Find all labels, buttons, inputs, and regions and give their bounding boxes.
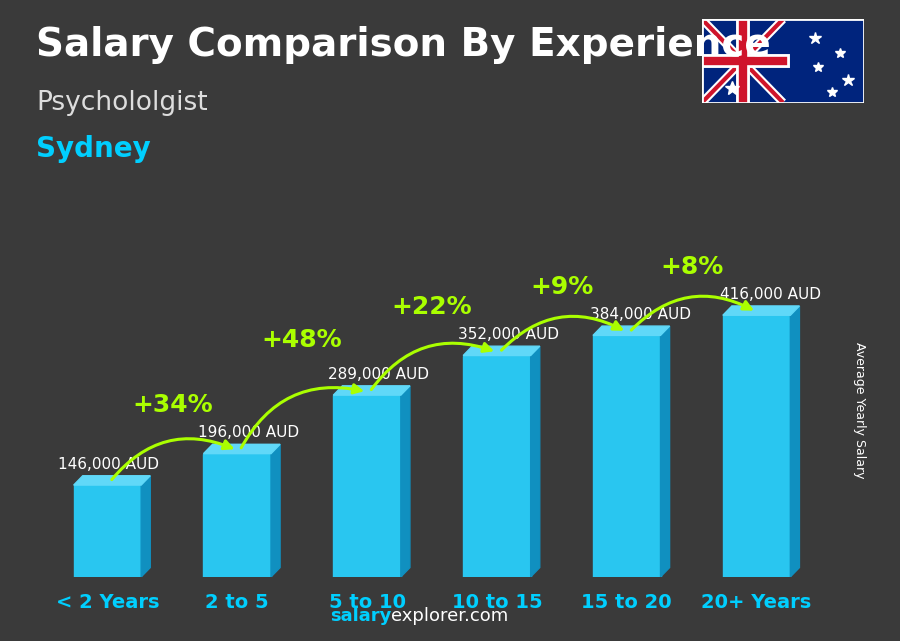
Text: +48%: +48% — [262, 328, 343, 352]
Text: Sydney: Sydney — [36, 135, 151, 163]
Polygon shape — [593, 326, 670, 335]
Text: +22%: +22% — [392, 295, 472, 319]
Text: 416,000 AUD: 416,000 AUD — [720, 287, 821, 302]
Polygon shape — [203, 444, 280, 454]
Text: 146,000 AUD: 146,000 AUD — [58, 457, 159, 472]
Text: 289,000 AUD: 289,000 AUD — [328, 367, 429, 382]
Polygon shape — [74, 476, 150, 485]
Polygon shape — [790, 306, 799, 577]
Text: 384,000 AUD: 384,000 AUD — [590, 307, 691, 322]
Text: explorer.com: explorer.com — [392, 607, 508, 625]
Text: +9%: +9% — [530, 275, 593, 299]
Text: Salary Comparison By Experience: Salary Comparison By Experience — [36, 26, 770, 63]
Bar — [203, 454, 271, 577]
Polygon shape — [271, 444, 280, 577]
Text: salary: salary — [330, 607, 392, 625]
Text: 352,000 AUD: 352,000 AUD — [458, 327, 559, 342]
Polygon shape — [333, 386, 410, 395]
Text: +34%: +34% — [132, 393, 212, 417]
Text: 196,000 AUD: 196,000 AUD — [198, 425, 300, 440]
Bar — [723, 315, 790, 577]
Polygon shape — [141, 476, 150, 577]
Text: Average Yearly Salary: Average Yearly Salary — [853, 342, 866, 478]
Bar — [333, 395, 400, 577]
Text: Psychololgist: Psychololgist — [36, 90, 208, 116]
Polygon shape — [661, 326, 670, 577]
Polygon shape — [531, 346, 540, 577]
Polygon shape — [723, 306, 799, 315]
Bar — [593, 335, 661, 577]
Bar — [74, 485, 141, 577]
Polygon shape — [464, 346, 540, 356]
Text: +8%: +8% — [660, 254, 724, 279]
Bar — [464, 356, 531, 577]
Polygon shape — [400, 386, 410, 577]
